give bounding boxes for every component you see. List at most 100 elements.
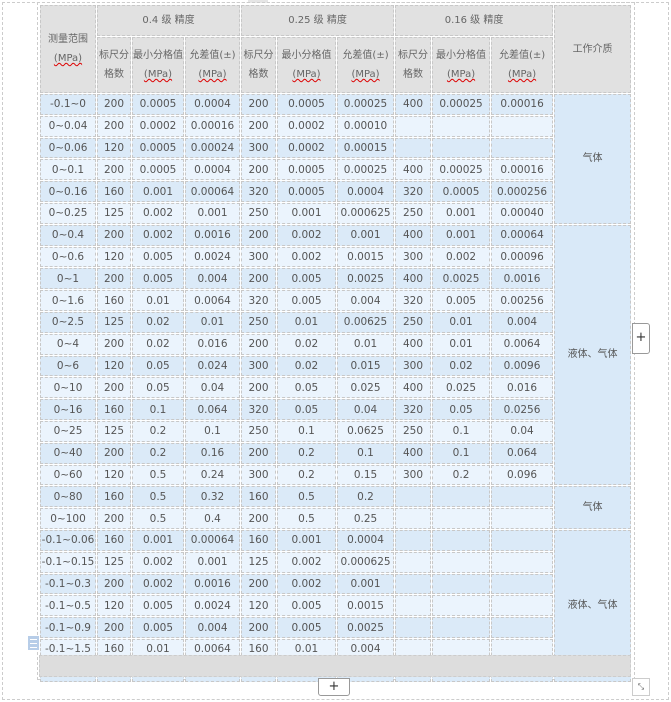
cell-medium[interactable]: 液体、气体 [554, 224, 632, 486]
cell-div-025[interactable]: 200 [241, 573, 276, 595]
cell-min-016[interactable] [432, 573, 491, 595]
cell-div-016[interactable]: 400 [395, 333, 432, 355]
cell-min-04[interactable]: 0.5 [132, 508, 184, 529]
cell-tol-016[interactable]: 0.04 [491, 420, 554, 442]
cell-min-025[interactable]: 0.002 [277, 224, 336, 246]
cell-div-04[interactable]: 120 [97, 137, 131, 159]
cell-tol-025[interactable]: 0.0625 [337, 420, 395, 442]
cell-min-025[interactable]: 0.02 [277, 333, 336, 355]
cell-min-016[interactable]: 0.2 [432, 464, 491, 486]
cell-min-025[interactable]: 0.002 [277, 573, 336, 595]
cell-min-025[interactable]: 0.001 [277, 529, 336, 551]
cell-min-04[interactable]: 0.02 [132, 333, 184, 355]
header-group-0.4[interactable]: 0.4 级 精度 [97, 5, 240, 36]
cell-range[interactable]: 0~1.6 [40, 290, 96, 311]
cell-tol-04[interactable]: 0.024 [185, 355, 240, 377]
cell-div-04[interactable]: 125 [97, 311, 131, 333]
cell-tol-016[interactable]: 0.00096 [491, 246, 554, 268]
cell-min-016[interactable] [432, 137, 491, 159]
cell-div-025[interactable]: 300 [241, 137, 276, 159]
cell-range[interactable]: 0~10 [40, 377, 96, 399]
cell-div-025[interactable]: 200 [241, 268, 276, 290]
cell-min-025[interactable]: 0.005 [277, 595, 336, 617]
cell-min-025[interactable]: 0.01 [277, 311, 336, 333]
cell-tol-025[interactable]: 0.00025 [337, 94, 395, 115]
cell-min-025[interactable]: 0.002 [277, 551, 336, 573]
cell-min-016[interactable] [432, 617, 491, 638]
cell-div-025[interactable]: 160 [241, 486, 276, 508]
cell-div-016[interactable]: 300 [395, 355, 432, 377]
cell-div-016[interactable]: 300 [395, 464, 432, 486]
cell-div-025[interactable]: 200 [241, 377, 276, 399]
cell-tol-016[interactable] [491, 486, 554, 508]
cell-tol-025[interactable]: 0.000625 [337, 202, 395, 224]
cell-tol-016[interactable]: 0.096 [491, 464, 554, 486]
cell-div-04[interactable]: 120 [97, 464, 131, 486]
cell-min-016[interactable]: 0.02 [432, 355, 491, 377]
cell-tol-016[interactable]: 0.00064 [491, 224, 554, 246]
cell-min-016[interactable] [432, 115, 491, 137]
header-min-div[interactable]: 最小分格值 (MPa) [277, 37, 336, 93]
cell-min-025[interactable]: 0.1 [277, 420, 336, 442]
cell-tol-025[interactable]: 0.0025 [337, 617, 395, 638]
cell-div-025[interactable]: 250 [241, 202, 276, 224]
cell-medium[interactable]: 气体 [554, 486, 632, 529]
cell-min-04[interactable]: 0.01 [132, 290, 184, 311]
add-row-button[interactable]: + [318, 678, 350, 696]
cell-range[interactable]: 0~80 [40, 486, 96, 508]
cell-tol-025[interactable]: 0.000625 [337, 551, 395, 573]
cell-div-04[interactable]: 160 [97, 399, 131, 420]
cell-tol-025[interactable]: 0.04 [337, 399, 395, 420]
cell-min-016[interactable] [432, 486, 491, 508]
cell-min-025[interactable]: 0.2 [277, 442, 336, 464]
header-divisions[interactable]: 标尺分格数 [97, 37, 131, 93]
cell-min-016[interactable]: 0.025 [432, 377, 491, 399]
cell-min-025[interactable]: 0.002 [277, 246, 336, 268]
cell-tol-016[interactable]: 0.00040 [491, 202, 554, 224]
cell-tol-04[interactable]: 0.4 [185, 508, 240, 529]
cell-tol-025[interactable]: 0.001 [337, 573, 395, 595]
cell-range[interactable]: 0~0.4 [40, 224, 96, 246]
cell-tol-016[interactable]: 0.064 [491, 442, 554, 464]
cell-min-016[interactable]: 0.0005 [432, 181, 491, 202]
cell-tol-016[interactable]: 0.0016 [491, 268, 554, 290]
cell-min-04[interactable]: 0.05 [132, 377, 184, 399]
cell-min-04[interactable]: 0.0002 [132, 115, 184, 137]
cell-div-025[interactable]: 200 [241, 508, 276, 529]
cell-min-016[interactable]: 0.1 [432, 442, 491, 464]
cell-div-025[interactable]: 120 [241, 595, 276, 617]
cell-range[interactable]: 0~0.06 [40, 137, 96, 159]
cell-div-04[interactable]: 200 [97, 224, 131, 246]
header-min-div[interactable]: 最小分格值 (MPa) [132, 37, 184, 93]
cell-div-04[interactable]: 120 [97, 246, 131, 268]
cell-range[interactable]: 0~0.16 [40, 181, 96, 202]
cell-div-04[interactable]: 120 [97, 355, 131, 377]
cell-div-025[interactable]: 250 [241, 311, 276, 333]
cell-div-016[interactable]: 320 [395, 290, 432, 311]
cell-tol-016[interactable]: 0.00016 [491, 159, 554, 181]
cell-div-025[interactable]: 200 [241, 333, 276, 355]
cell-range[interactable]: 0~2.5 [40, 311, 96, 333]
cell-tol-04[interactable]: 0.064 [185, 399, 240, 420]
cell-div-016[interactable]: 300 [395, 246, 432, 268]
cell-range[interactable]: 0~100 [40, 508, 96, 529]
cell-min-04[interactable]: 0.001 [132, 181, 184, 202]
cell-div-016[interactable] [395, 573, 432, 595]
cell-div-016[interactable] [395, 595, 432, 617]
cell-tol-016[interactable] [491, 595, 554, 617]
cell-min-025[interactable]: 0.5 [277, 508, 336, 529]
cell-min-025[interactable]: 0.05 [277, 399, 336, 420]
cell-div-04[interactable]: 200 [97, 268, 131, 290]
cell-tol-025[interactable]: 0.00010 [337, 115, 395, 137]
cell-tol-04[interactable]: 0.24 [185, 464, 240, 486]
header-group-0.25[interactable]: 0.25 级 精度 [241, 5, 395, 36]
cell-tol-04[interactable]: 0.0004 [185, 94, 240, 115]
cell-min-025[interactable]: 0.0005 [277, 181, 336, 202]
cell-tol-025[interactable]: 0.15 [337, 464, 395, 486]
cell-div-016[interactable] [395, 486, 432, 508]
cell-tol-016[interactable] [491, 551, 554, 573]
cell-tol-016[interactable]: 0.000256 [491, 181, 554, 202]
cell-min-025[interactable]: 0.0002 [277, 115, 336, 137]
cell-tol-016[interactable] [491, 508, 554, 529]
cell-div-025[interactable]: 320 [241, 181, 276, 202]
